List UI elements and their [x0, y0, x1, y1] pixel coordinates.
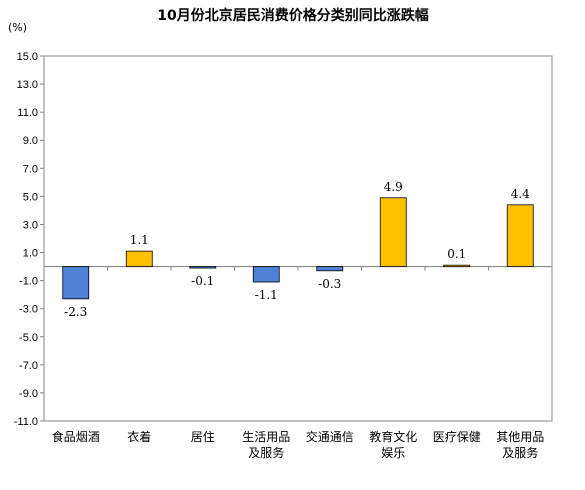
x-tick-label: 及服务 [502, 445, 538, 460]
data-label: 1.1 [130, 233, 149, 247]
data-label: -0.3 [318, 277, 341, 291]
x-tick-label: 教育文化 [369, 429, 417, 444]
bar-7 [506, 204, 534, 267]
bar-2 [189, 266, 217, 269]
data-label: 0.1 [447, 247, 466, 261]
y-tick-label: -7.0 [19, 360, 38, 372]
y-tick-label: 13.0 [17, 79, 38, 91]
zero-line [43, 265, 553, 271]
x-tick-label: 娱乐 [381, 446, 405, 460]
bar-5 [379, 197, 407, 267]
x-tick-label: 居住 [191, 430, 215, 444]
x-tick-label: 及服务 [248, 445, 284, 460]
x-tick-label: 衣着 [127, 429, 151, 444]
bar-1 [125, 250, 153, 267]
plot-area [43, 55, 553, 422]
y-tick-label: -5.0 [19, 332, 38, 344]
chart-title: 10月份北京居民消费价格分类别同比涨跌幅 [157, 7, 428, 24]
data-label: -2.3 [64, 305, 87, 319]
y-tick-label: -3.0 [19, 304, 38, 316]
bar-6 [443, 264, 471, 268]
x-tick-label: 交通通信 [306, 429, 354, 444]
y-tick-label: 15.0 [17, 51, 38, 63]
data-label: 4.9 [384, 180, 403, 194]
x-tick-label: 其他用品 [496, 430, 544, 444]
data-labels: -2.3 1.1 -0.1 -1.1 -0.3 4.9 0.1 4.4 [64, 180, 530, 319]
y-tick-label: 7.0 [23, 163, 38, 175]
y-tick-label: -1.0 [19, 276, 38, 288]
data-label: -1.1 [255, 288, 278, 302]
y-tick-label: 1.0 [23, 248, 38, 260]
y-axis: 15.0 13.0 11.0 9.0 7.0 5.0 3.0 1.0 -1.0 -3.0 -5.0 -… [14, 51, 44, 428]
bar-3 [252, 266, 280, 283]
x-tick-label: 生活用品 [242, 430, 290, 444]
bars [62, 197, 534, 300]
data-label: -0.1 [191, 274, 214, 288]
data-label: 4.4 [511, 187, 530, 201]
y-tick-label: -9.0 [19, 388, 38, 400]
x-tick-label: 食品烟酒 [52, 429, 100, 444]
y-tick-label: 11.0 [17, 107, 38, 119]
x-tick-label: 医疗保健 [433, 430, 481, 444]
bar-0 [62, 266, 90, 300]
y-tick-label: -11.0 [14, 416, 38, 428]
bar-4 [316, 266, 344, 272]
y-tick-label: 5.0 [23, 191, 38, 203]
y-tick-label: 3.0 [23, 219, 38, 231]
unit-label: (%) [8, 21, 27, 34]
y-tick-label: 9.0 [23, 135, 38, 147]
